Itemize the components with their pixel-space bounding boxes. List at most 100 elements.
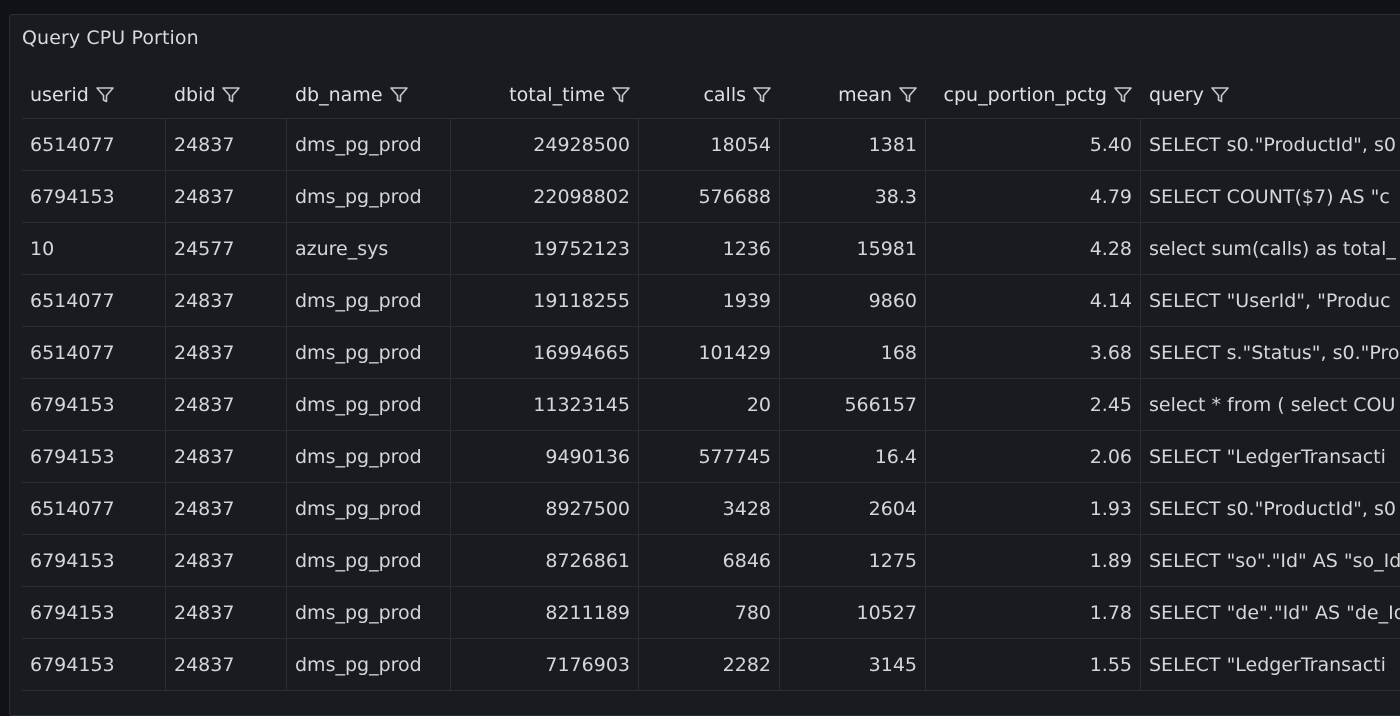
cell-userid: 6514077 bbox=[22, 327, 166, 378]
cell-db-name: azure_sys bbox=[287, 223, 451, 274]
cell-cpu-portion-pctg: 2.06 bbox=[926, 431, 1141, 482]
cell-userid: 6514077 bbox=[22, 275, 166, 326]
column-label: cpu_portion_pctg bbox=[943, 84, 1107, 106]
table-row[interactable]: 10 24577 azure_sys 19752123 1236 15981 4… bbox=[22, 223, 1400, 275]
table-row[interactable]: 6794153 24837 dms_pg_prod 11323145 20 56… bbox=[22, 379, 1400, 431]
cell-cpu-portion-pctg: 5.40 bbox=[926, 119, 1141, 170]
cell-total-time: 22098802 bbox=[451, 171, 639, 222]
cell-mean: 10527 bbox=[780, 587, 926, 638]
cell-userid: 6794153 bbox=[22, 639, 166, 690]
table-row[interactable]: 6794153 24837 dms_pg_prod 8211189 780 10… bbox=[22, 587, 1400, 639]
cell-dbid: 24837 bbox=[166, 119, 287, 170]
cell-userid: 6794153 bbox=[22, 431, 166, 482]
cell-calls: 101429 bbox=[639, 327, 780, 378]
cell-cpu-portion-pctg: 1.93 bbox=[926, 483, 1141, 534]
table-row[interactable]: 6514077 24837 dms_pg_prod 16994665 10142… bbox=[22, 327, 1400, 379]
filter-icon[interactable] bbox=[95, 85, 115, 105]
cell-userid: 6794153 bbox=[22, 535, 166, 586]
cell-query: SELECT s0."ProductId", s0 bbox=[1149, 133, 1396, 156]
filter-icon[interactable] bbox=[1113, 85, 1133, 105]
filter-icon[interactable] bbox=[1210, 85, 1230, 105]
cell-total-time: 8726861 bbox=[451, 535, 639, 586]
cell-total-time: 19752123 bbox=[451, 223, 639, 274]
cell-total-time: 19118255 bbox=[451, 275, 639, 326]
column-header-total-time[interactable]: total_time bbox=[451, 72, 639, 118]
table-row[interactable]: 6514077 24837 dms_pg_prod 19118255 1939 … bbox=[22, 275, 1400, 327]
cell-mean: 168 bbox=[780, 327, 926, 378]
cell-mean: 9860 bbox=[780, 275, 926, 326]
table-row[interactable]: 6514077 24837 dms_pg_prod 24928500 18054… bbox=[22, 119, 1400, 171]
filter-icon[interactable] bbox=[898, 85, 918, 105]
cell-query: select * from ( select COU bbox=[1149, 393, 1396, 416]
cell-total-time: 24928500 bbox=[451, 119, 639, 170]
cell-db-name: dms_pg_prod bbox=[287, 535, 451, 586]
column-header-dbid[interactable]: dbid bbox=[166, 72, 287, 118]
column-header-query[interactable]: query bbox=[1141, 72, 1400, 118]
column-header-calls[interactable]: calls bbox=[639, 72, 780, 118]
filter-icon[interactable] bbox=[221, 85, 241, 105]
cell-userid: 6794153 bbox=[22, 379, 166, 430]
cell-query: SELECT s0."ProductId", s0 bbox=[1149, 497, 1396, 520]
cell-db-name: dms_pg_prod bbox=[287, 119, 451, 170]
cell-total-time: 8211189 bbox=[451, 587, 639, 638]
table-row[interactable]: 6794153 24837 dms_pg_prod 9490136 577745… bbox=[22, 431, 1400, 483]
panel-title: Query CPU Portion bbox=[22, 27, 199, 49]
cell-cpu-portion-pctg: 3.68 bbox=[926, 327, 1141, 378]
cell-db-name: dms_pg_prod bbox=[287, 275, 451, 326]
cell-mean: 3145 bbox=[780, 639, 926, 690]
table-row[interactable]: 6794153 24837 dms_pg_prod 8726861 6846 1… bbox=[22, 535, 1400, 587]
cell-total-time: 9490136 bbox=[451, 431, 639, 482]
cell-db-name: dms_pg_prod bbox=[287, 171, 451, 222]
cell-calls: 2282 bbox=[639, 639, 780, 690]
cell-cpu-portion-pctg: 4.28 bbox=[926, 223, 1141, 274]
filter-icon[interactable] bbox=[752, 85, 772, 105]
column-label: calls bbox=[703, 84, 746, 106]
cell-db-name: dms_pg_prod bbox=[287, 587, 451, 638]
cell-userid: 6514077 bbox=[22, 483, 166, 534]
cell-total-time: 11323145 bbox=[451, 379, 639, 430]
table-row[interactable]: 6794153 24837 dms_pg_prod 7176903 2282 3… bbox=[22, 639, 1400, 691]
table-row[interactable]: 6514077 24837 dms_pg_prod 8927500 3428 2… bbox=[22, 483, 1400, 535]
column-label: db_name bbox=[295, 84, 383, 106]
cell-cpu-portion-pctg: 2.45 bbox=[926, 379, 1141, 430]
cell-query: SELECT "LedgerTransacti bbox=[1149, 445, 1386, 468]
cell-dbid: 24837 bbox=[166, 171, 287, 222]
cell-mean: 1275 bbox=[780, 535, 926, 586]
cell-dbid: 24837 bbox=[166, 379, 287, 430]
column-header-db-name[interactable]: db_name bbox=[287, 72, 451, 118]
column-header-mean[interactable]: mean bbox=[780, 72, 926, 118]
cell-calls: 20 bbox=[639, 379, 780, 430]
cell-calls: 1939 bbox=[639, 275, 780, 326]
column-label: dbid bbox=[174, 84, 216, 106]
cell-db-name: dms_pg_prod bbox=[287, 483, 451, 534]
cell-cpu-portion-pctg: 1.78 bbox=[926, 587, 1141, 638]
table-row[interactable]: 6794153 24837 dms_pg_prod 22098802 57668… bbox=[22, 171, 1400, 223]
cell-calls: 18054 bbox=[639, 119, 780, 170]
cell-dbid: 24837 bbox=[166, 483, 287, 534]
cell-calls: 6846 bbox=[639, 535, 780, 586]
column-header-cpu-portion-pctg[interactable]: cpu_portion_pctg bbox=[926, 72, 1141, 118]
cell-userid: 6794153 bbox=[22, 171, 166, 222]
cell-db-name: dms_pg_prod bbox=[287, 327, 451, 378]
filter-icon[interactable] bbox=[611, 85, 631, 105]
cell-db-name: dms_pg_prod bbox=[287, 639, 451, 690]
cell-cpu-portion-pctg: 1.89 bbox=[926, 535, 1141, 586]
cell-query: SELECT "UserId", "Produc bbox=[1149, 289, 1391, 312]
cell-calls: 1236 bbox=[639, 223, 780, 274]
cell-calls: 576688 bbox=[639, 171, 780, 222]
cell-db-name: dms_pg_prod bbox=[287, 431, 451, 482]
column-header-userid[interactable]: userid bbox=[22, 72, 166, 118]
cell-dbid: 24837 bbox=[166, 275, 287, 326]
cell-query: SELECT s."Status", s0."Pro bbox=[1149, 341, 1400, 364]
cell-mean: 566157 bbox=[780, 379, 926, 430]
query-cpu-portion-panel: Query CPU Portion userid dbid db_name to… bbox=[9, 14, 1400, 716]
column-label: total_time bbox=[509, 84, 605, 106]
filter-icon[interactable] bbox=[389, 85, 409, 105]
cell-dbid: 24837 bbox=[166, 431, 287, 482]
cell-cpu-portion-pctg: 4.14 bbox=[926, 275, 1141, 326]
cell-userid: 6514077 bbox=[22, 119, 166, 170]
cell-calls: 780 bbox=[639, 587, 780, 638]
cell-userid: 10 bbox=[22, 223, 166, 274]
cell-mean: 1381 bbox=[780, 119, 926, 170]
cell-dbid: 24837 bbox=[166, 587, 287, 638]
